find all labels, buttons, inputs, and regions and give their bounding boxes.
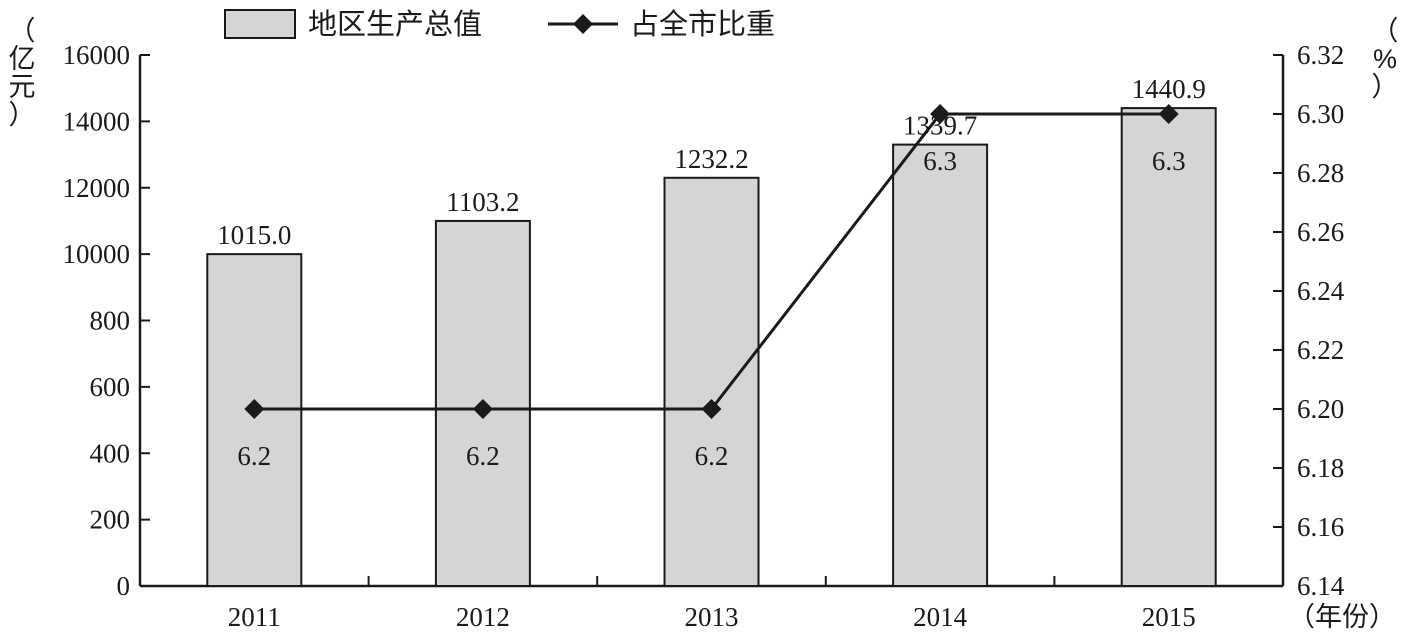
line-data-label: 6.3: [1152, 146, 1186, 176]
line-point: [244, 399, 265, 419]
legend-bar-label: 地区生产总值: [308, 8, 482, 41]
left-tick-label: 600: [90, 372, 131, 402]
left-tick-label: 10000: [63, 239, 131, 269]
legend: 地区生产总值 占全市比重: [224, 8, 775, 41]
bar-data-label: 1015.0: [217, 220, 291, 250]
right-tick-label: 6.28: [1297, 158, 1344, 188]
x-tick-label: 2014: [913, 602, 968, 632]
right-axis-ticks: 6.14 6.16 6.18 6.20 6.22 6.24 6.26 6.28 6.30 6.32: [1273, 40, 1345, 601]
legend-bar-swatch: [224, 9, 296, 39]
line-series: [244, 104, 1179, 419]
line-point: [472, 399, 493, 419]
left-tick-label: 12000: [63, 173, 131, 203]
bar-data-label: 1440.9: [1132, 74, 1206, 104]
x-axis-ticks: 2011 2012 2013 2014 2015: [228, 576, 1196, 632]
right-tick-label: 6.26: [1297, 217, 1344, 247]
bar: [663, 176, 760, 587]
right-tick-label: 6.20: [1297, 394, 1344, 424]
bar-data-label: 1103.2: [446, 187, 519, 217]
line-data-label: 6.2: [237, 441, 271, 471]
right-tick-label: 6.16: [1297, 512, 1344, 542]
x-tick-label: 2015: [1142, 602, 1196, 632]
left-tick-label: 0: [117, 571, 131, 601]
line-data-label: 6.2: [695, 441, 729, 471]
right-unit-label: （%）: [1372, 16, 1399, 102]
left-tick-label: 16000: [63, 40, 131, 70]
svg-text:（亿元）: （亿元）: [9, 16, 36, 130]
left-tick-label: 200: [90, 505, 131, 535]
bar: [1120, 107, 1217, 587]
left-tick-label: 14000: [63, 106, 131, 136]
x-tick-label: 2011: [228, 602, 281, 632]
left-unit-label: （亿元）: [9, 16, 36, 130]
legend-diamond-marker: [573, 14, 593, 34]
line-point: [701, 399, 722, 419]
bar: [206, 253, 303, 587]
legend-line-label: 占全市比重: [630, 8, 775, 41]
x-tick-label: 2012: [456, 602, 510, 632]
line-data-label: 6.2: [466, 441, 500, 471]
left-axis-ticks: 0 200 400 600 800 10000 12000 14000 16000: [63, 40, 150, 601]
bar-data-label: 1232.2: [674, 144, 748, 174]
svg-text:（%）: （%）: [1372, 16, 1399, 102]
left-tick-label: 800: [90, 306, 131, 336]
x-tick-label: 2013: [685, 602, 739, 632]
right-tick-label: 6.22: [1297, 335, 1344, 365]
line-point: [1158, 104, 1179, 124]
line-data-label: 6.3: [923, 146, 957, 176]
right-tick-label: 6.18: [1297, 453, 1344, 483]
line-point: [930, 104, 951, 124]
left-tick-label: 400: [90, 438, 131, 468]
right-tick-label: 6.24: [1297, 276, 1345, 306]
right-tick-label: 6.14: [1297, 571, 1345, 601]
right-tick-label: 6.30: [1297, 99, 1344, 129]
right-tick-label: 6.32: [1297, 40, 1344, 70]
bar: [892, 143, 989, 587]
bar-series: [206, 107, 1217, 587]
line-data-labels: 6.2 6.2 6.2 6.3 6.3: [237, 146, 1185, 471]
x-unit-label: （年份）: [1288, 602, 1396, 632]
